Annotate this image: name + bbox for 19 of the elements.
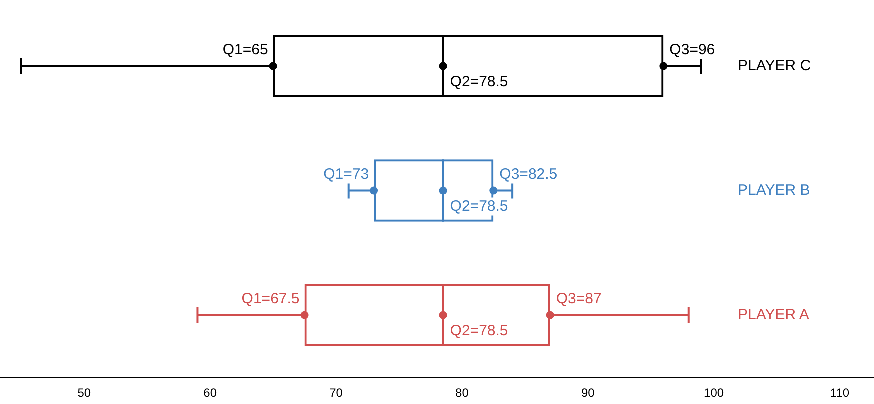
x-tick-label: 110 (830, 386, 850, 400)
annotation: Q2=78.5 (450, 198, 508, 215)
y-tick-label: PLAYER A (738, 306, 810, 324)
annotation: Q3=87 (556, 290, 602, 308)
annotation: Q1=67.5 (242, 290, 300, 308)
annotation: Q2=78.5 (450, 322, 508, 340)
annotation: Q3=96 (670, 41, 716, 58)
x-tick-label: 70 (330, 386, 344, 400)
y-tick-label: PLAYER C (738, 57, 812, 74)
x-tick-label: 60 (204, 386, 218, 400)
x-tick-label: 80 (456, 386, 470, 400)
x-tick-label: 100 (704, 386, 724, 400)
x-tick-label: 90 (581, 386, 596, 400)
annotation: Q3=82.5 (500, 166, 558, 183)
y-tick-label: PLAYER B (738, 182, 810, 199)
annotation: Q1=65 (222, 41, 268, 58)
annotation: Q1=73 (324, 166, 370, 183)
annotation: Q2=78.5 (450, 73, 508, 90)
x-tick-label: 50 (78, 386, 92, 400)
